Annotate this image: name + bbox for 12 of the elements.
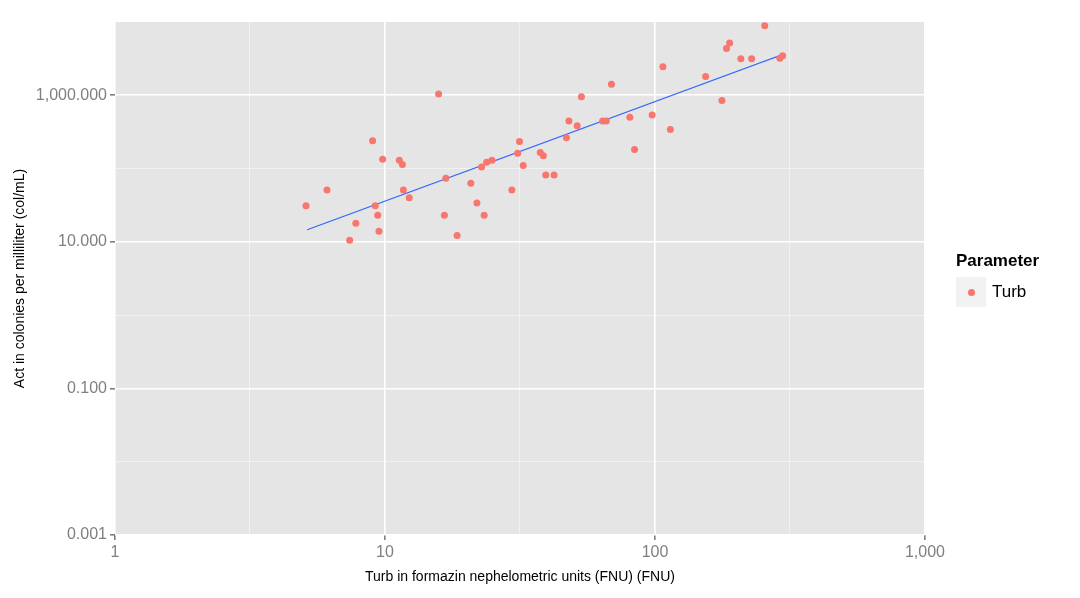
y-tick-label: 10.000 (58, 232, 108, 250)
x-axis-title: Turb in formazin nephelometric units (FNU) (FNU) (365, 568, 675, 585)
legend-title: Parameter (956, 251, 1040, 271)
x-tick-label: 1 (110, 543, 120, 561)
x-tick-label: 10 (376, 543, 394, 561)
y-axis-title: Act in colonies per milliliter (col/mL) (11, 168, 28, 389)
y-tick-label: 0.001 (66, 525, 108, 543)
y-tick-label: 1,000.000 (35, 85, 108, 103)
x-tick-label: 100 (641, 543, 669, 561)
legend-label: Turb (992, 282, 1027, 302)
x-tick-label: 1,000 (904, 543, 946, 561)
y-tick-label: 0.100 (66, 378, 108, 396)
